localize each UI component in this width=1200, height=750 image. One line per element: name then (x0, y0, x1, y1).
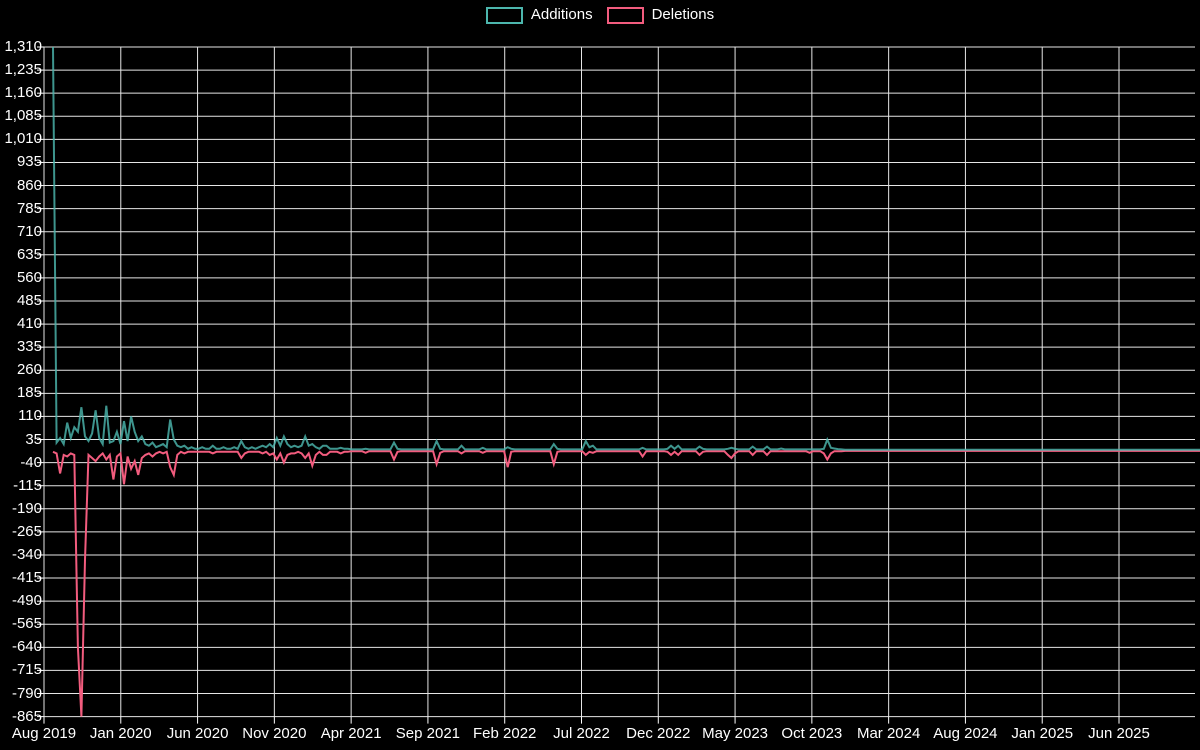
x-axis-tick-label: Mar 2024 (856, 725, 921, 742)
additions-line (52, 46, 1200, 451)
y-axis-tick-label: 1,235 (4, 61, 42, 79)
deletions-line (52, 449, 1200, 717)
y-axis-tick-label: -40 (20, 453, 42, 471)
x-axis-tick-label: Jun 2025 (1088, 725, 1150, 742)
x-axis-tick-label: Aug 2024 (933, 725, 998, 742)
y-axis-tick-label: 35 (25, 430, 42, 448)
additions-swatch-icon (485, 6, 523, 24)
y-axis-tick-label: 710 (16, 222, 42, 240)
y-axis-tick-label: 635 (16, 245, 42, 263)
y-axis-tick-label: 260 (16, 361, 42, 379)
y-axis-tick-label: -865 (11, 707, 42, 725)
x-axis-tick-label: Apr 2021 (320, 725, 382, 742)
y-axis-tick-label: -190 (11, 499, 42, 517)
y-axis-tick-label: 485 (16, 291, 42, 309)
y-axis-tick-label: 185 (16, 384, 42, 402)
x-axis-tick-label: Aug 2019 (11, 725, 77, 742)
y-axis-tick-label: 1,310 (4, 38, 42, 55)
legend-label-deletions: Deletions (651, 6, 715, 23)
y-axis-tick-label: 1,085 (4, 107, 42, 125)
legend-item-additions[interactable]: Additions (485, 5, 593, 25)
x-axis-tick-label: May 2023 (702, 725, 768, 742)
chart-legend: Additions Deletions (0, 5, 1200, 25)
y-axis-tick-label: -265 (11, 522, 42, 540)
x-axis-tick-label: Jan 2025 (1011, 725, 1074, 742)
deletions-swatch-icon (606, 6, 644, 24)
x-axis-tick-label: Nov 2020 (242, 725, 307, 742)
x-axis-tick-label: Feb 2022 (473, 725, 537, 742)
y-axis-tick-label: 410 (16, 315, 42, 333)
y-axis-tick-label: -490 (11, 592, 42, 610)
legend-label-additions: Additions (530, 6, 593, 23)
x-axis-tick-label: Jan 2020 (89, 725, 152, 742)
y-axis-tick-label: 860 (16, 176, 42, 194)
y-axis-tick-label: -790 (11, 684, 42, 702)
x-axis-tick-label: Oct 2023 (781, 725, 843, 742)
y-axis-tick-label: -640 (11, 638, 42, 656)
y-axis-tick-label: -415 (11, 569, 42, 587)
y-axis-tick-label: -115 (13, 476, 42, 494)
y-axis-tick-label: 785 (16, 199, 42, 217)
x-axis-tick-label: Jun 2020 (166, 725, 229, 742)
y-axis-tick-label: 110 (18, 407, 42, 425)
y-axis-tick-label: 335 (16, 338, 42, 356)
y-axis-tick-label: 935 (16, 153, 42, 171)
legend-item-deletions[interactable]: Deletions (606, 5, 715, 25)
x-axis-tick-label: Jul 2022 (553, 725, 610, 742)
y-axis-tick-label: -340 (11, 545, 42, 563)
y-axis-tick-label: -565 (11, 615, 42, 633)
y-axis-tick-label: -715 (11, 661, 42, 679)
x-axis-tick-label: Dec 2022 (626, 725, 691, 742)
y-axis-tick-label: 1,160 (4, 84, 42, 102)
y-axis-tick-label: 1,010 (4, 130, 42, 148)
x-axis-tick-label: Sep 2021 (395, 725, 461, 742)
y-axis-tick-label: 560 (16, 268, 42, 286)
